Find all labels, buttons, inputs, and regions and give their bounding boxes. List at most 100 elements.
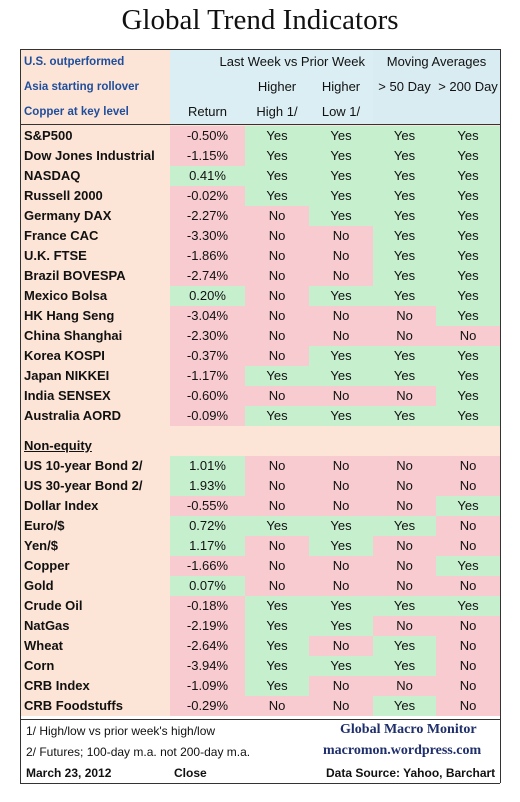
row-above-200-day: Yes: [436, 146, 500, 166]
row-above-200-day: No: [436, 676, 500, 696]
row-above-50-day: No: [373, 306, 436, 326]
row-higher-low: Yes: [309, 596, 373, 616]
row-above-200-day: No: [436, 516, 500, 536]
row-higher-low: No: [309, 636, 373, 656]
row-above-200-day: No: [436, 326, 500, 346]
table-row: CRB Index -1.09% Yes No No No: [20, 676, 500, 696]
row-name: US 30-year Bond 2/: [20, 476, 170, 496]
row-above-50-day: No: [373, 496, 436, 516]
footnote-2: 2/ Futures; 100-day m.a. not 200-day m.a…: [26, 745, 251, 759]
row-name: Yen/$: [20, 536, 170, 556]
row-above-50-day: Yes: [373, 346, 436, 366]
table-row: Corn -3.94% Yes Yes Yes No: [20, 656, 500, 676]
row-higher-low: Yes: [309, 286, 373, 306]
row-higher-high: No: [245, 206, 309, 226]
table-row: Mexico Bolsa 0.20% No Yes Yes Yes: [20, 286, 500, 306]
row-above-50-day: No: [373, 616, 436, 636]
row-higher-low: Yes: [309, 516, 373, 536]
row-higher-high: Yes: [245, 516, 309, 536]
row-higher-low: No: [309, 496, 373, 516]
row-higher-high: No: [245, 556, 309, 576]
row-name: NASDAQ: [20, 166, 170, 186]
header-note-2: Asia starting rollover: [20, 74, 170, 100]
report-date: March 23, 2012: [26, 766, 112, 780]
row-higher-high: No: [245, 536, 309, 556]
row-higher-high: Yes: [245, 186, 309, 206]
row-above-50-day: Yes: [373, 226, 436, 246]
header-higher-low-2: Low 1/: [309, 100, 373, 124]
rule-footer-bottom: [20, 783, 500, 784]
header-row-2: Asia starting rollover Higher Higher > 5…: [20, 74, 500, 100]
table-row: France CAC -3.30% No No Yes Yes: [20, 226, 500, 246]
table-row: Australia AORD -0.09% Yes Yes Yes Yes: [20, 406, 500, 426]
row-higher-low: No: [309, 556, 373, 576]
row-name: Gold: [20, 576, 170, 596]
header-gap: [20, 124, 500, 126]
row-above-200-day: No: [436, 656, 500, 676]
row-above-50-day: No: [373, 456, 436, 476]
row-higher-high: Yes: [245, 146, 309, 166]
row-higher-low: Yes: [309, 406, 373, 426]
row-higher-low: No: [309, 696, 373, 716]
row-higher-high: No: [245, 476, 309, 496]
row-above-50-day: Yes: [373, 126, 436, 146]
header-row-1: U.S. outperformed Last Week vs Prior Wee…: [20, 50, 500, 74]
row-above-200-day: No: [436, 536, 500, 556]
table-row: China Shanghai -2.30% No No No No: [20, 326, 500, 346]
row-above-50-day: Yes: [373, 596, 436, 616]
row-higher-low: No: [309, 476, 373, 496]
row-above-50-day: No: [373, 576, 436, 596]
row-return: -1.17%: [170, 366, 245, 386]
row-above-200-day: Yes: [436, 556, 500, 576]
data-source: Data Source: Yahoo, Barchart: [326, 766, 496, 780]
table-row: Japan NIKKEI -1.17% Yes Yes Yes Yes: [20, 366, 500, 386]
close-label: Close: [174, 766, 207, 780]
row-above-50-day: Yes: [373, 636, 436, 656]
row-higher-low: No: [309, 246, 373, 266]
row-above-200-day: Yes: [436, 596, 500, 616]
header-50-day: > 50 Day: [373, 74, 436, 100]
row-higher-high: No: [245, 226, 309, 246]
row-higher-high: No: [245, 346, 309, 366]
header-group-weekly: Last Week vs Prior Week: [170, 50, 373, 74]
row-above-200-day: No: [436, 476, 500, 496]
row-higher-low: Yes: [309, 206, 373, 226]
row-higher-low: Yes: [309, 366, 373, 386]
row-above-50-day: Yes: [373, 656, 436, 676]
row-higher-high: Yes: [245, 366, 309, 386]
row-return: 1.93%: [170, 476, 245, 496]
row-return: -3.94%: [170, 656, 245, 676]
rule-bottom: [20, 719, 500, 720]
row-name: Crude Oil: [20, 596, 170, 616]
header-row-3: Copper at key level Return High 1/ Low 1…: [20, 100, 500, 124]
row-higher-high: No: [245, 266, 309, 286]
row-name: HK Hang Seng: [20, 306, 170, 326]
table-row: NatGas -2.19% Yes Yes No No: [20, 616, 500, 636]
row-return: 0.41%: [170, 166, 245, 186]
table-row: S&P500 -0.50% Yes Yes Yes Yes: [20, 126, 500, 146]
rule-header-bottom: [20, 124, 500, 125]
row-return: -2.64%: [170, 636, 245, 656]
row-higher-low: Yes: [309, 656, 373, 676]
row-above-200-day: Yes: [436, 286, 500, 306]
row-name: Germany DAX: [20, 206, 170, 226]
row-return: -1.09%: [170, 676, 245, 696]
row-higher-low: No: [309, 576, 373, 596]
row-name: France CAC: [20, 226, 170, 246]
row-higher-high: Yes: [245, 656, 309, 676]
row-above-200-day: Yes: [436, 206, 500, 226]
table-row: Gold 0.07% No No No No: [20, 576, 500, 596]
row-higher-low: No: [309, 386, 373, 406]
table-row: Dow Jones Industrial -1.15% Yes Yes Yes Yes: [20, 146, 500, 166]
row-name: Corn: [20, 656, 170, 676]
header-spacer: [373, 100, 436, 124]
row-above-50-day: No: [373, 386, 436, 406]
row-above-50-day: No: [373, 326, 436, 346]
table-row: U.K. FTSE -1.86% No No Yes Yes: [20, 246, 500, 266]
row-higher-low: Yes: [309, 186, 373, 206]
table-row: US 10-year Bond 2/1.01% No No No No: [20, 456, 500, 476]
row-return: -1.15%: [170, 146, 245, 166]
header-200-day: > 200 Day: [436, 74, 500, 100]
row-name: Dow Jones Industrial: [20, 146, 170, 166]
row-higher-high: No: [245, 286, 309, 306]
